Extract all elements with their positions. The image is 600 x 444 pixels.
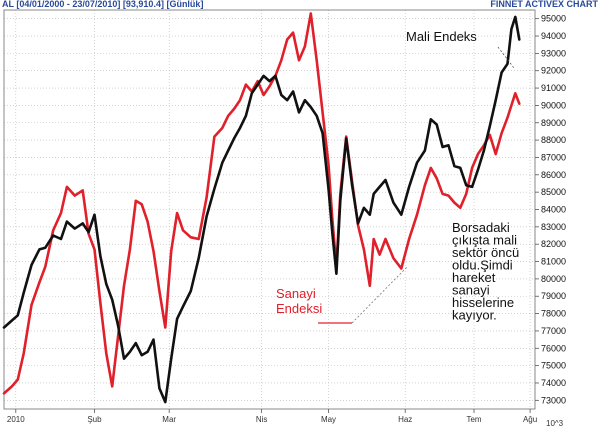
scale-note: 10^3 [546,419,564,428]
header-right: FINNET ACTIVEX CHART [490,0,598,9]
y-tick-label: 94000 [541,31,566,41]
x-tick-label: May [321,415,336,424]
commentary-line: sektör öncü [452,245,519,260]
y-tick-label: 91000 [541,83,566,93]
y-tick-label: 76000 [541,343,566,353]
y-tick-label: 80000 [541,274,566,284]
y-axis: 73000 74000 75000 76000 77000 78000 79000 80000… [535,14,566,405]
y-tick-label: 74000 [541,378,566,388]
x-tick-label: Tem [466,415,481,424]
y-tick-label: 88000 [541,135,566,145]
y-tick-label: 87000 [541,152,566,162]
commentary-line: hareket [452,270,496,285]
x-tick-label: Nis [256,415,268,424]
commentary-line: çıkışta mali [452,233,517,248]
x-tick-label: Şub [87,415,102,424]
y-tick-label: 81000 [541,257,566,267]
commentary-line: kayıyor. [452,308,497,323]
y-tick-label: 73000 [541,395,566,405]
commentary-line: Borsadaki [452,220,510,235]
mali-endeks-pointer [497,46,515,69]
commentary-line: sanayi [452,283,490,298]
y-tick-label: 77000 [541,326,566,336]
x-axis: 2010 Şub Mar Nis May Haz Tem Ağu [7,409,537,424]
header-left: AL [04/01/2000 - 23/07/2010] [93,910.4] … [2,0,203,9]
y-tick-label: 90000 [541,100,566,110]
x-tick-label: Ağu [523,415,537,424]
sanayi-endeksi-pointer [351,265,409,324]
commentary-line: oldu.Şimdi [452,258,513,273]
x-tick-label: Haz [398,415,412,424]
series-group [2,12,521,404]
y-tick-label: 89000 [541,118,566,128]
y-tick-label: 82000 [541,239,566,249]
x-tick-label: 2010 [7,415,25,424]
y-tick-label: 86000 [541,170,566,180]
y-tick-label: 75000 [541,361,566,371]
y-tick-label: 83000 [541,222,566,232]
sanayi-endeksi-label-line1: Sanayi [276,286,316,301]
y-tick-label: 93000 [541,48,566,58]
y-tick-label: 84000 [541,205,566,215]
y-tick-label: 95000 [541,14,566,24]
y-tick-label: 85000 [541,187,566,197]
y-tick-label: 79000 [541,291,566,301]
x-tick-label: Mar [162,415,176,424]
y-tick-label: 78000 [541,309,566,319]
commentary-line: hisselerine [452,295,514,310]
mali-endeks-label: Mali Endeks [406,29,477,44]
y-tick-label: 92000 [541,66,566,76]
sanayi-endeksi-label-line2: Endeksi [276,301,322,316]
mali-endeks-line [2,15,521,404]
